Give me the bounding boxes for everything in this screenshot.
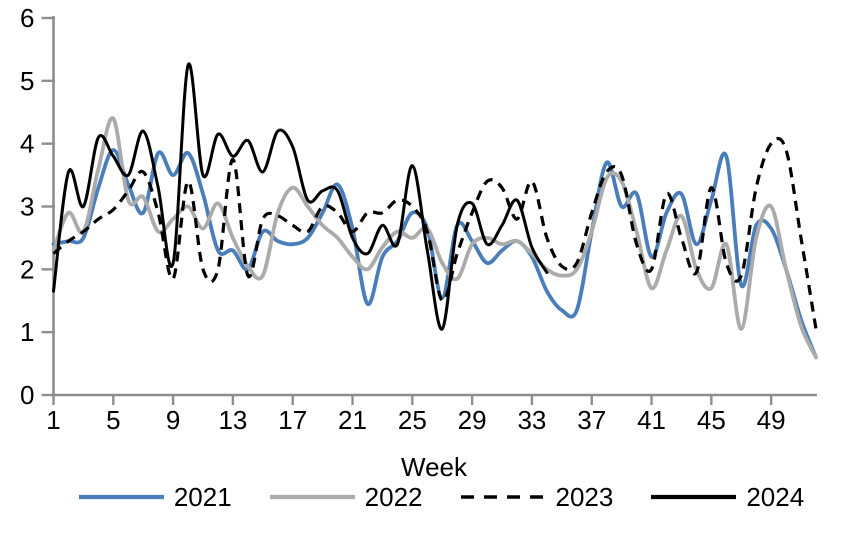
x-tick-label: 41 (637, 405, 666, 435)
legend-item-2024: 2024 (650, 484, 804, 510)
series-line-2021 (51, 148, 818, 360)
x-tick-label: 17 (278, 405, 307, 435)
x-tick-label: 5 (106, 405, 120, 435)
x-axis-title: Week (401, 452, 468, 478)
legend-label-2024: 2024 (746, 482, 805, 512)
y-tick-label: 2 (20, 254, 34, 284)
x-tick-label: 45 (697, 405, 726, 435)
legend-item-2022: 2022 (269, 484, 423, 510)
x-tick-label: 21 (338, 405, 367, 435)
legend-item-2023: 2023 (460, 482, 614, 512)
x-tick-label: 37 (577, 405, 606, 435)
line-chart: 0 1 2 3 4 5 6 1 5 9 13 17 21 25 29 33 37 41 45 49 Week (20, 3, 818, 482)
x-tick-label: 13 (218, 405, 247, 435)
y-tick-label: 1 (20, 317, 34, 347)
y-tick-label: 4 (20, 129, 34, 159)
y-tick-label: 5 (20, 66, 34, 96)
legend-swatch-2022 (269, 494, 355, 500)
legend-swatch-2024 (651, 494, 737, 500)
legend-label-2021: 2021 (173, 482, 232, 512)
x-tick-label: 25 (398, 405, 427, 435)
x-tick-label: 9 (166, 405, 180, 435)
legend-label-2022: 2022 (364, 482, 423, 512)
legend-label-2023: 2023 (555, 482, 614, 512)
y-tick-label: 6 (20, 3, 34, 33)
x-tick-label: 33 (517, 405, 546, 435)
legend-swatch-2023 (460, 495, 546, 499)
x-tick-label: 49 (757, 405, 786, 435)
chart-legend: 2021 2022 2023 2024 (30, 484, 852, 510)
series-line-2024 (52, 62, 549, 331)
legend-item-2021: 2021 (78, 484, 232, 510)
series-lines (51, 62, 818, 360)
y-tick-label: 3 (20, 192, 34, 222)
series-line-2023 (52, 136, 818, 330)
y-tick-label: 0 (20, 380, 34, 410)
legend-swatch-2021 (78, 494, 164, 500)
x-tick-label: 29 (458, 405, 487, 435)
x-tick-label: 1 (46, 405, 60, 435)
